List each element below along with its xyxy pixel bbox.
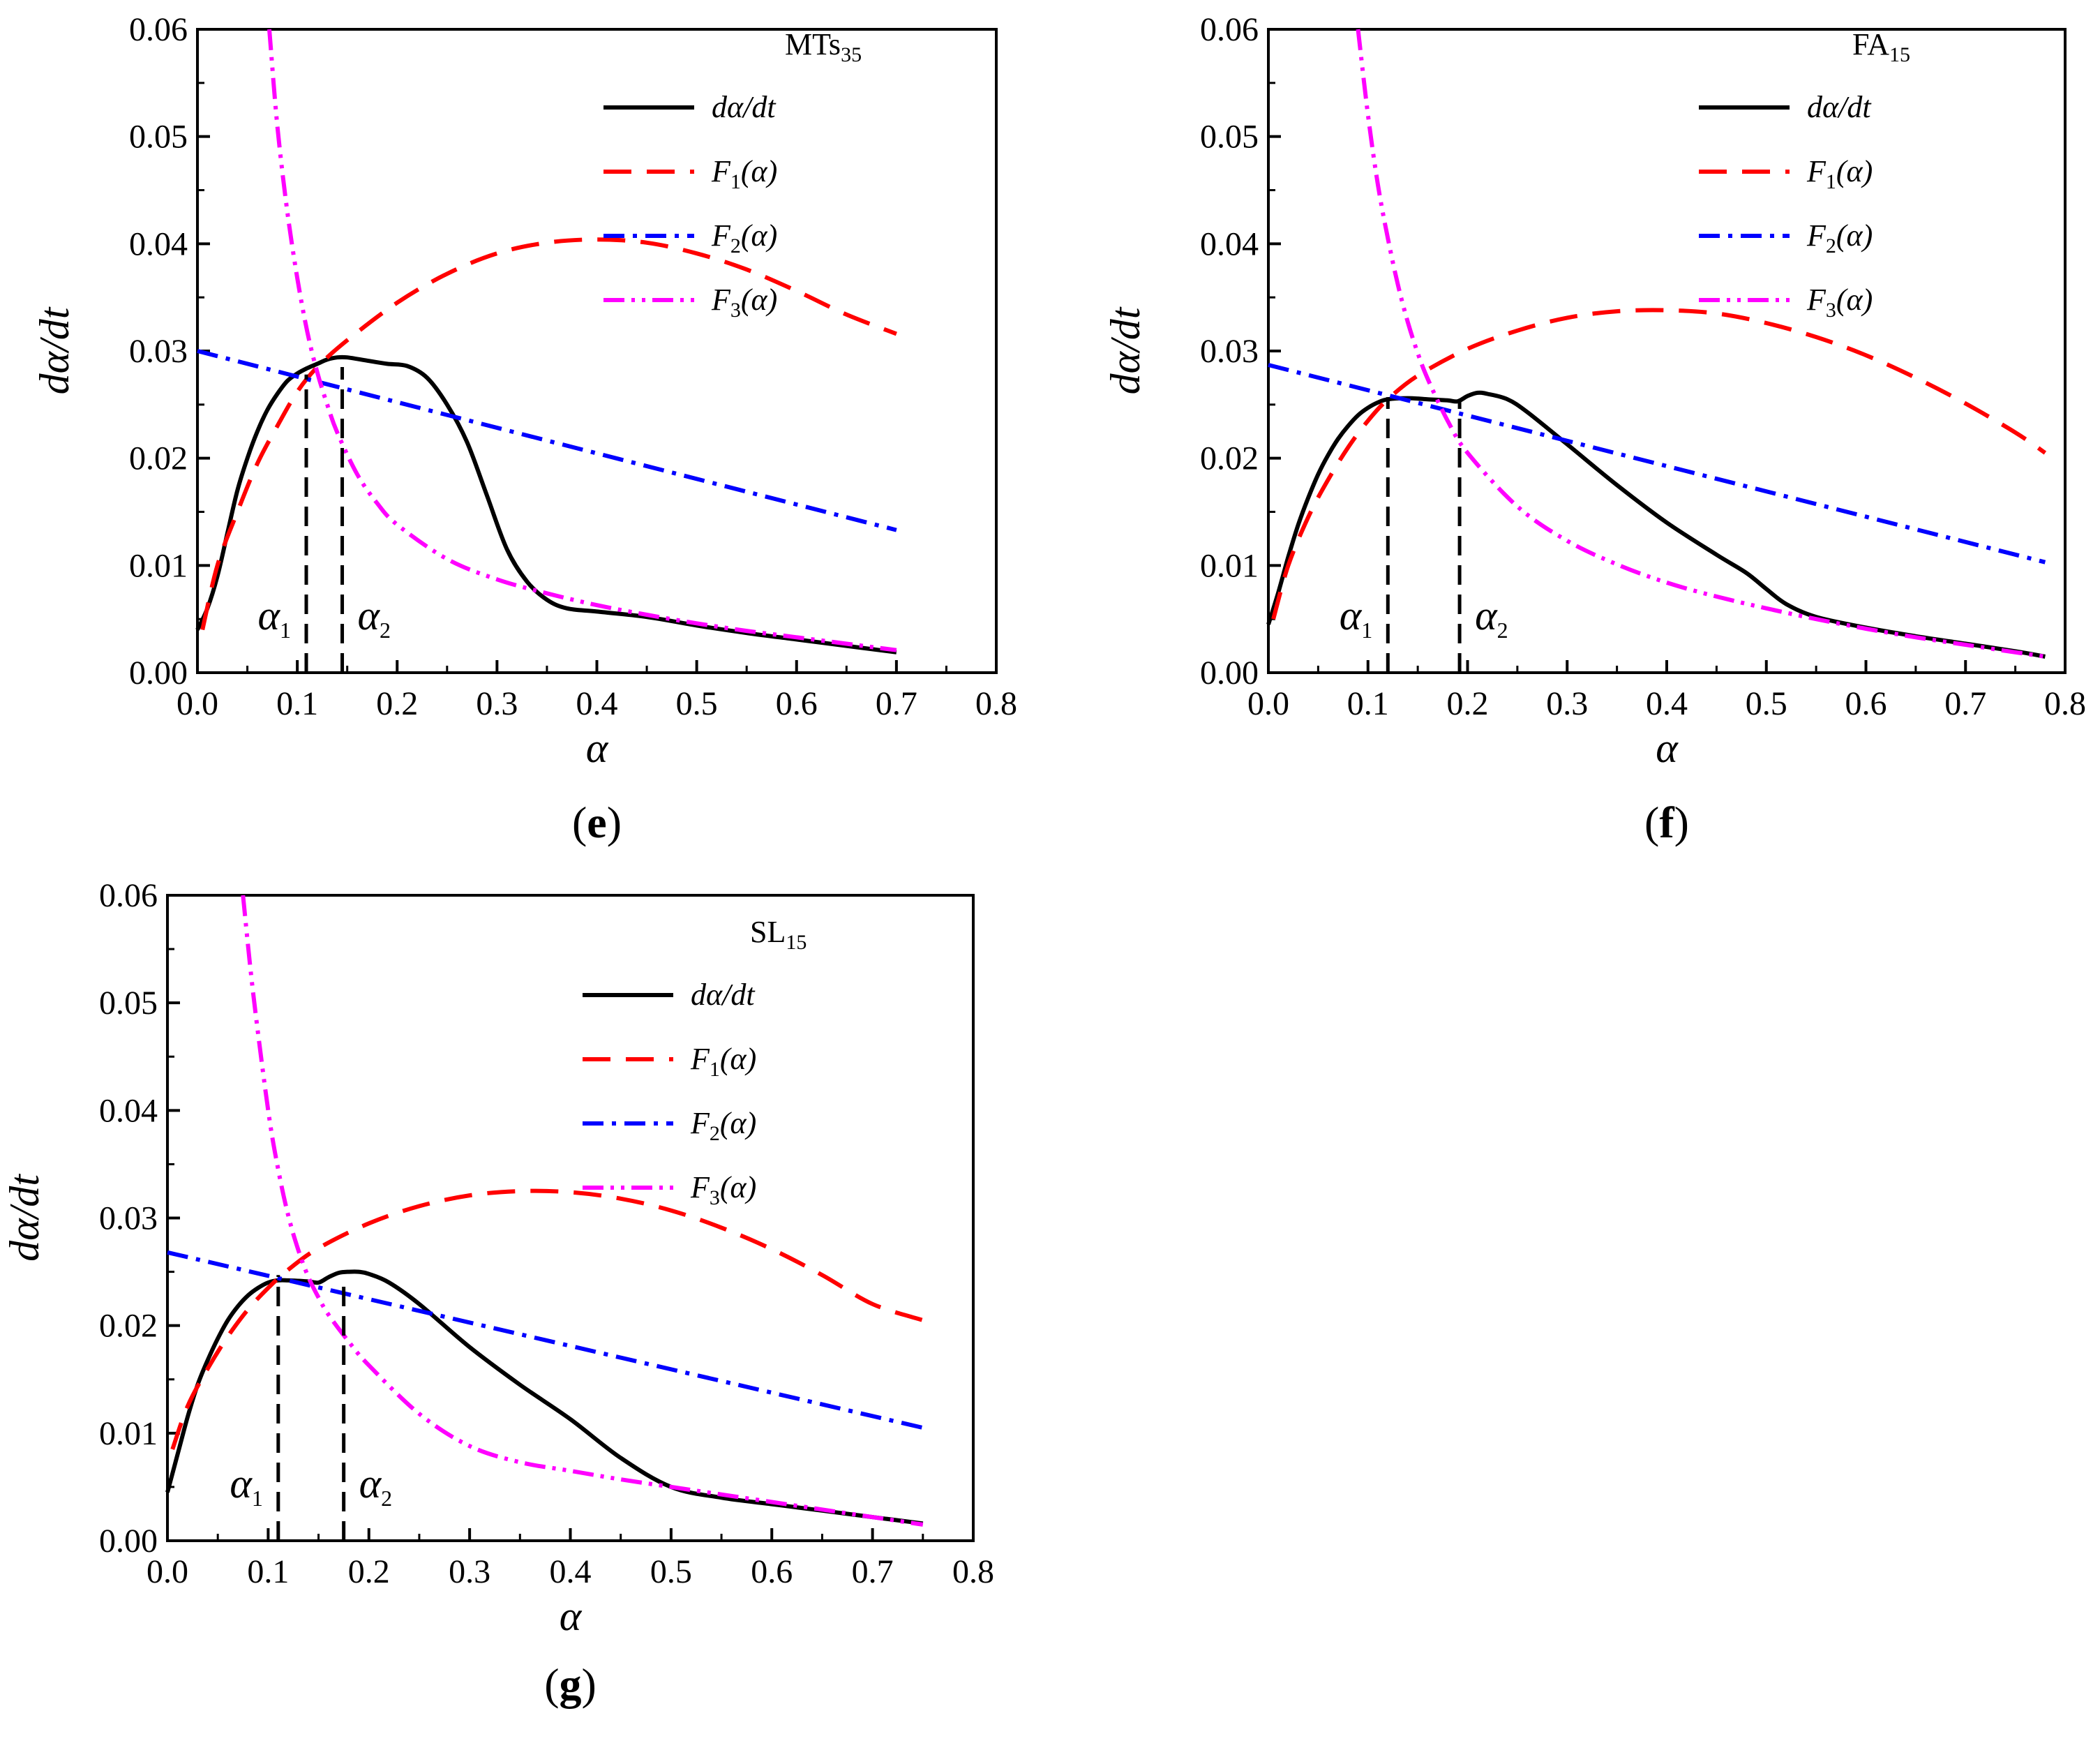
legend-label-f1: F1(α) xyxy=(1806,154,1873,193)
panel-e: 0.0 0.1 0.2 0.3 0.4 0.5 0.6 0.7 0.8 0.00 0.01 0.02 0… xyxy=(31,11,1017,847)
panel-f: 0.0 0.1 0.2 0.3 0.4 0.5 0.6 0.7 0.8 0.00 0.01 0.02 0… xyxy=(1102,11,2086,847)
x-tick-label: 0.3 xyxy=(1546,685,1588,722)
alpha-marker-label: α2 xyxy=(358,592,391,643)
y-tick-label: 0.06 xyxy=(1200,11,1259,48)
series-line-f3 xyxy=(267,29,897,652)
alpha-marker-label: α1 xyxy=(1340,592,1373,643)
legend-label-f2: F2(α) xyxy=(711,218,777,257)
x-tick-label: 0.2 xyxy=(1447,685,1489,722)
series-line-f3 xyxy=(1356,29,2046,659)
y-tick-label: 0.01 xyxy=(129,547,188,584)
legend-label-f2: F2(α) xyxy=(690,1106,756,1145)
y-tick-label: 0.06 xyxy=(99,877,158,914)
x-tick-label: 0.8 xyxy=(2044,685,2086,722)
panel-label: (g) xyxy=(544,1659,597,1709)
series-line-f2 xyxy=(1268,363,2046,565)
x-tick-label: 0.6 xyxy=(776,685,818,722)
x-tick-label: 0.5 xyxy=(650,1553,692,1590)
y-tick-label: 0.01 xyxy=(1200,547,1259,584)
x-tick-label: 0.8 xyxy=(952,1553,994,1590)
y-tick-label: 0.00 xyxy=(129,655,188,692)
panel-label: (e) xyxy=(572,798,622,847)
panel-g: 0.0 0.1 0.2 0.3 0.4 0.5 0.6 0.7 0.8 0.00 0.01 0.02 0… xyxy=(1,877,994,1709)
x-tick-label: 0.6 xyxy=(751,1553,793,1590)
y-tick-label: 0.05 xyxy=(1200,119,1259,156)
x-tick-label: 0.3 xyxy=(476,685,518,722)
x-tick-label: 0.4 xyxy=(550,1553,592,1590)
legend-label-f1: F1(α) xyxy=(711,154,777,193)
y-tick-label: 0.05 xyxy=(99,985,158,1022)
x-tick-label: 0.3 xyxy=(449,1553,490,1590)
sample-label: MTs35 xyxy=(785,27,862,66)
alpha-marker-label: α2 xyxy=(359,1460,393,1511)
y-tick-label: 0.00 xyxy=(99,1523,158,1560)
x-tick-label: 0.5 xyxy=(1746,685,1787,722)
y-tick-label: 0.02 xyxy=(1200,440,1259,477)
x-tick-label: 0.7 xyxy=(852,1553,894,1590)
sample-label: FA15 xyxy=(1852,27,1910,66)
y-tick-label: 0.03 xyxy=(1200,333,1259,370)
series-line-exp xyxy=(1266,390,2046,659)
legend-label-f3: F3(α) xyxy=(711,283,777,322)
x-axis-label: α xyxy=(560,1593,583,1639)
series-line-exp xyxy=(195,354,897,655)
plot-frame xyxy=(166,894,975,1542)
legend-label-f2: F2(α) xyxy=(1806,218,1873,257)
x-tick-label: 0.0 xyxy=(1247,685,1289,722)
y-tick-label: 0.04 xyxy=(1200,225,1259,262)
y-axis-label: dα/dt xyxy=(31,306,77,394)
x-axis-label: α xyxy=(1656,725,1679,771)
y-tick-label: 0.03 xyxy=(99,1200,158,1237)
series-line-f1 xyxy=(1271,308,2047,620)
panel-label: (f) xyxy=(1644,798,1689,847)
y-tick-label: 0.00 xyxy=(1200,655,1259,692)
y-tick-label: 0.02 xyxy=(99,1308,158,1345)
x-tick-label: 0.7 xyxy=(1944,685,1986,722)
x-tick-label: 0.0 xyxy=(177,685,218,722)
x-tick-label: 0.6 xyxy=(1845,685,1887,722)
y-tick-label: 0.03 xyxy=(129,333,188,370)
x-tick-label: 0.4 xyxy=(576,685,618,722)
sample-label: SL15 xyxy=(750,915,807,954)
legend-label-exp: dα/dt xyxy=(1807,90,1872,124)
x-tick-label: 0.4 xyxy=(1646,685,1688,722)
y-tick-label: 0.06 xyxy=(129,11,188,48)
y-axis-label: dα/dt xyxy=(1102,306,1148,394)
plot-frame xyxy=(196,28,998,674)
legend-label-exp: dα/dt xyxy=(691,978,756,1012)
legend-label-exp: dα/dt xyxy=(712,90,777,124)
x-tick-label: 0.1 xyxy=(1347,685,1389,722)
alpha-marker-label: α2 xyxy=(1475,592,1508,643)
x-tick-label: 0.2 xyxy=(376,685,418,722)
series-line-exp xyxy=(165,1269,924,1526)
legend-label-f3: F3(α) xyxy=(1806,283,1873,322)
y-tick-label: 0.04 xyxy=(99,1092,158,1129)
series-line-f2 xyxy=(197,349,897,532)
y-tick-label: 0.02 xyxy=(129,440,188,477)
x-tick-label: 0.0 xyxy=(147,1553,188,1590)
x-tick-label: 0.7 xyxy=(876,685,917,722)
series-line-f2 xyxy=(167,1250,924,1430)
y-tick-label: 0.05 xyxy=(129,119,188,156)
x-tick-label: 0.1 xyxy=(247,1553,289,1590)
legend-label-f1: F1(α) xyxy=(690,1042,756,1081)
x-tick-label: 0.2 xyxy=(348,1553,390,1590)
x-tick-label: 0.8 xyxy=(975,685,1017,722)
legend-label-f3: F3(α) xyxy=(690,1170,756,1209)
x-axis-label: α xyxy=(586,725,609,771)
y-tick-label: 0.01 xyxy=(99,1415,158,1452)
alpha-marker-label: α1 xyxy=(258,592,292,643)
y-axis-label: dα/dt xyxy=(1,1174,47,1262)
x-tick-label: 0.5 xyxy=(676,685,718,722)
y-tick-label: 0.04 xyxy=(129,225,188,262)
alpha-marker-label: α1 xyxy=(230,1460,263,1511)
x-tick-label: 0.1 xyxy=(276,685,318,722)
series-line-f1 xyxy=(170,1188,924,1450)
series-line-f1 xyxy=(200,237,897,631)
